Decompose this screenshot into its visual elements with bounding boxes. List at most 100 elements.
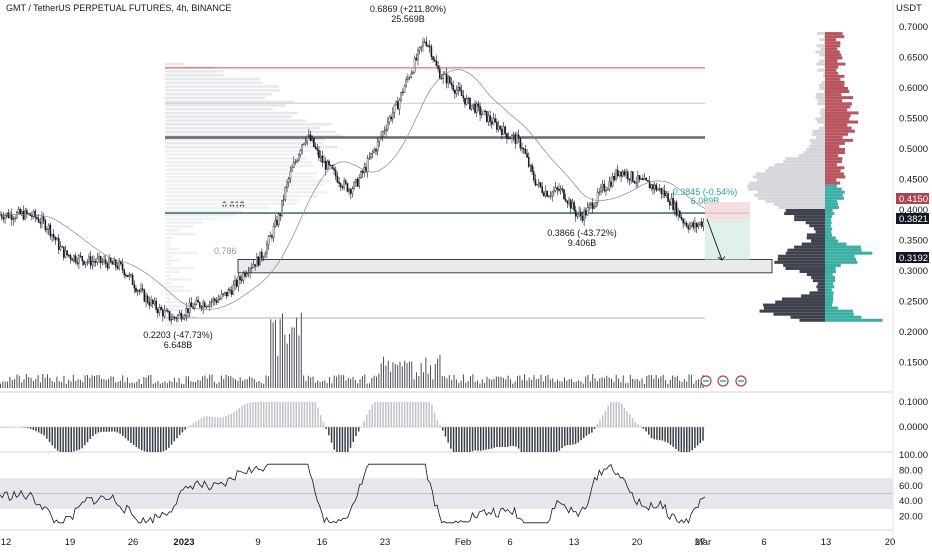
candle-body bbox=[558, 189, 559, 190]
oscillator-bar bbox=[518, 427, 520, 449]
candle-body bbox=[344, 181, 345, 188]
candle-body bbox=[434, 60, 435, 61]
oscillator-bar bbox=[95, 427, 97, 434]
candle-body bbox=[83, 261, 84, 265]
volume-bar bbox=[73, 375, 74, 388]
right-profile-bar-right bbox=[825, 252, 872, 255]
volume-bar bbox=[447, 378, 448, 388]
right-profile-bar-right bbox=[825, 124, 847, 127]
candle-body bbox=[463, 96, 464, 98]
candle-body bbox=[209, 302, 210, 306]
volume-bar bbox=[291, 327, 292, 388]
right-profile-bar-right bbox=[825, 249, 862, 252]
volume-bar bbox=[585, 377, 586, 388]
right-profile-bar-right bbox=[825, 151, 845, 154]
volume-bar bbox=[59, 381, 60, 388]
low-price-annotation: 0.2203 (-47.73%) bbox=[143, 330, 213, 340]
left-profile-bar bbox=[165, 63, 184, 66]
volume-bar bbox=[468, 381, 469, 388]
left-profile-bar bbox=[165, 267, 194, 270]
right-profile-bar-right bbox=[825, 276, 835, 279]
oscillator-axis-tick: 0.1000 bbox=[899, 397, 928, 408]
volume-bar bbox=[439, 355, 440, 388]
candle-body bbox=[18, 209, 19, 213]
oscillator-bar bbox=[103, 427, 105, 432]
right-profile-bar-right bbox=[825, 163, 837, 166]
candle-body bbox=[412, 72, 413, 73]
volume-bar bbox=[508, 376, 509, 388]
candle-body bbox=[335, 170, 336, 176]
right-profile-bar-right bbox=[825, 87, 848, 90]
right-profile-bar-right bbox=[825, 285, 834, 288]
volume-bar bbox=[33, 381, 34, 388]
price-axis-tick: 0.6500 bbox=[899, 53, 928, 64]
candle-body bbox=[176, 318, 177, 319]
right-profile-bar-right bbox=[825, 108, 847, 111]
candle-body bbox=[438, 66, 439, 69]
right-profile-bar-right bbox=[825, 240, 838, 243]
oscillator-bar bbox=[98, 427, 100, 432]
oscillator-bar bbox=[195, 421, 197, 427]
oscillator-bar bbox=[534, 427, 536, 452]
oscillator-bar bbox=[624, 408, 626, 427]
oscillator-bar bbox=[65, 427, 67, 452]
volume-bar bbox=[451, 380, 452, 388]
oscillator-bar bbox=[678, 427, 680, 451]
oscillator-bar bbox=[591, 427, 593, 433]
candle-body bbox=[436, 61, 437, 66]
candle-body bbox=[533, 172, 534, 180]
oscillator-bar bbox=[176, 427, 178, 438]
volume-bar bbox=[172, 382, 173, 388]
volume-bar bbox=[38, 375, 39, 388]
candle-body bbox=[458, 87, 459, 90]
volume-bar bbox=[663, 375, 664, 388]
right-profile-bar-left bbox=[824, 35, 825, 38]
candle-body bbox=[208, 306, 209, 307]
oscillator-bar bbox=[252, 402, 254, 427]
left-profile-bar bbox=[165, 237, 173, 240]
right-profile-bar-right bbox=[825, 215, 832, 218]
volume-bar bbox=[61, 382, 62, 388]
candle-body bbox=[372, 152, 373, 153]
left-profile-bar bbox=[165, 165, 314, 168]
candle-body bbox=[686, 223, 687, 226]
oscillator-bar bbox=[437, 420, 439, 427]
volume-bar bbox=[573, 382, 574, 388]
candle-body bbox=[189, 303, 190, 313]
right-profile-bar-right bbox=[825, 114, 851, 117]
candle-body bbox=[87, 261, 88, 262]
volume-bar bbox=[367, 384, 368, 388]
oscillator-bar bbox=[228, 415, 230, 427]
volume-bar bbox=[355, 380, 356, 388]
candle-body bbox=[426, 42, 427, 46]
right-profile-bar-left bbox=[807, 273, 825, 276]
oscillator-bar bbox=[209, 416, 211, 427]
volume-bar bbox=[484, 383, 485, 388]
candle-body bbox=[330, 165, 331, 166]
candle-body bbox=[595, 203, 596, 207]
oscillator-bar bbox=[428, 402, 430, 427]
right-profile-bar-right bbox=[825, 261, 857, 264]
candle-body bbox=[31, 216, 32, 217]
oscillator-bar bbox=[81, 427, 83, 448]
right-profile-bar-left bbox=[758, 197, 825, 200]
oscillator-bar bbox=[569, 427, 571, 445]
candle-body bbox=[25, 210, 26, 219]
candle-body bbox=[197, 300, 198, 302]
oscillator-bar bbox=[686, 427, 688, 452]
candle-body bbox=[337, 176, 338, 182]
volume-bar bbox=[571, 379, 572, 388]
volume-bar bbox=[693, 384, 694, 388]
candle-body bbox=[496, 122, 497, 129]
right-profile-bar-right bbox=[825, 270, 836, 273]
volume-bar bbox=[118, 382, 119, 388]
oscillator-bar bbox=[334, 427, 336, 450]
candle-body bbox=[454, 90, 455, 93]
left-profile-bar bbox=[165, 210, 243, 213]
oscillator-bar bbox=[100, 427, 102, 432]
volume-bar bbox=[219, 382, 220, 388]
price-axis-tick: 0.6000 bbox=[899, 83, 928, 94]
candle-body bbox=[139, 290, 140, 291]
